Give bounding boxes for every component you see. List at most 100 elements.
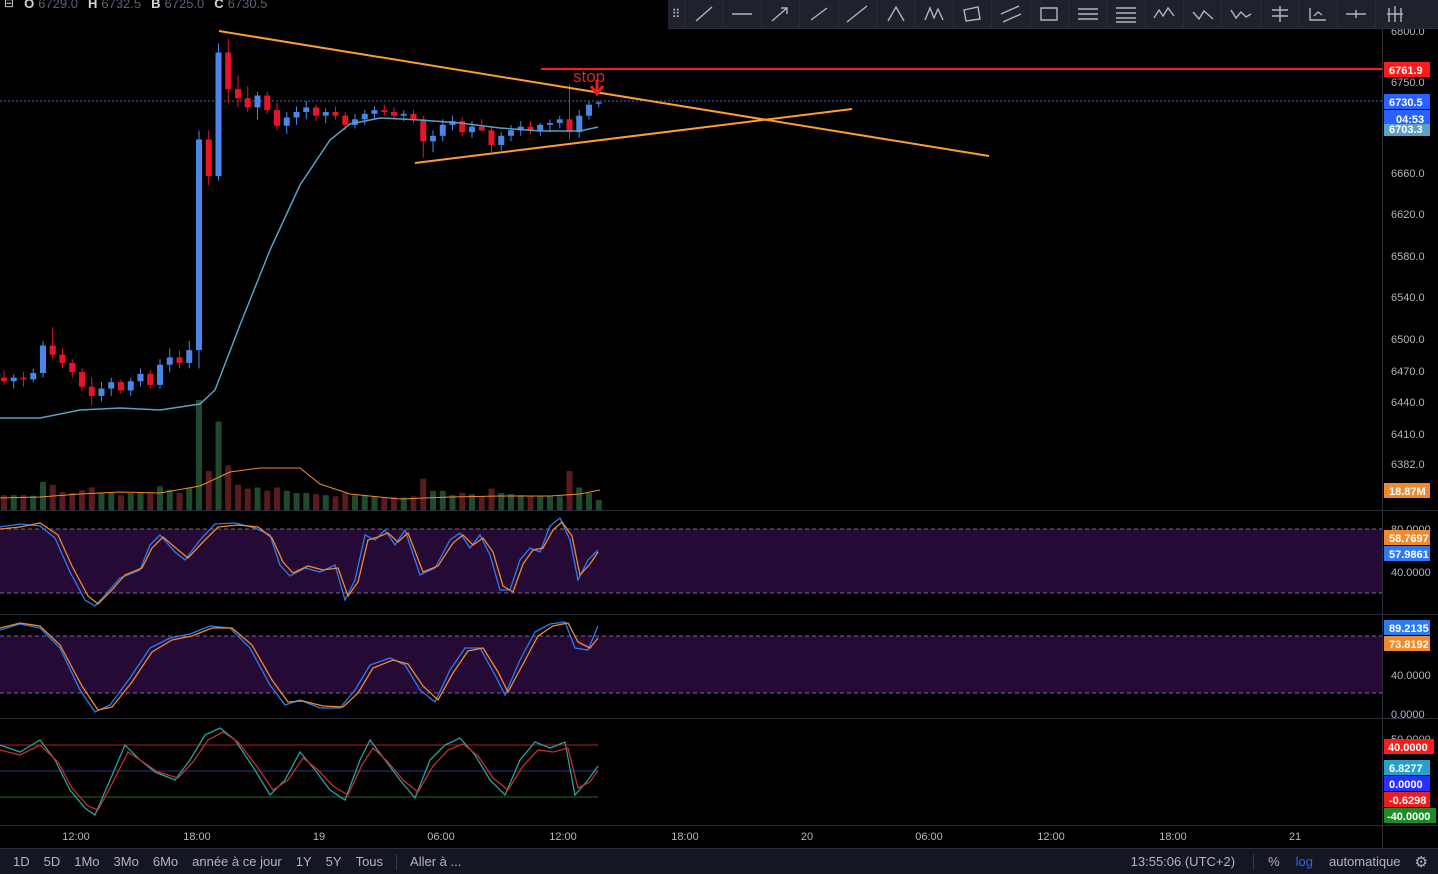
range-6mo[interactable]: 6Mo — [152, 854, 179, 869]
shape-icon[interactable] — [952, 0, 991, 28]
volume-bar — [547, 496, 553, 510]
volume-bar — [381, 497, 388, 510]
range-icon[interactable] — [1336, 0, 1375, 28]
candle — [498, 135, 505, 145]
candle — [49, 345, 56, 355]
price-tick: 6750.0 — [1391, 77, 1425, 89]
close-value: 6730.5 — [227, 0, 268, 11]
elliott-triangle-icon[interactable] — [1221, 0, 1259, 28]
range-1mo[interactable]: 1Mo — [74, 854, 100, 869]
volume-bar — [254, 487, 261, 510]
horizontal-lines-icon[interactable] — [1067, 0, 1106, 28]
candle — [430, 135, 436, 142]
candle — [469, 126, 475, 133]
range-1d[interactable]: 1D — [13, 854, 30, 869]
candle — [215, 52, 222, 177]
volume-bar — [244, 488, 251, 510]
triangle-icon[interactable] — [875, 0, 914, 28]
time-tick: 21 — [1289, 831, 1301, 843]
log-scale-toggle[interactable]: log — [1295, 854, 1313, 869]
stop-annotation[interactable]: stop — [573, 67, 605, 86]
divider — [396, 853, 398, 870]
auto-scale-toggle[interactable]: automatique — [1328, 854, 1401, 869]
volume-bar — [371, 496, 378, 510]
candle — [147, 373, 154, 385]
range-5d[interactable]: 5D — [43, 854, 61, 869]
volume-bar — [459, 493, 466, 510]
time-tick: 20 — [801, 831, 813, 843]
osc1-value-b: 57.9861 — [1389, 549, 1429, 561]
countdown-label: 04:53 — [1396, 114, 1424, 126]
rectangle-icon[interactable] — [1029, 0, 1068, 28]
candle — [420, 119, 427, 142]
volume-bar — [176, 493, 183, 510]
clock[interactable]: 13:55:06 (UTC+2) — [1130, 854, 1236, 869]
osc3-tag-e — [1384, 808, 1436, 823]
candle — [98, 388, 105, 396]
range-5y[interactable]: 5Y — [325, 854, 342, 869]
volume-bar — [498, 493, 505, 510]
parallel-channel-icon[interactable] — [991, 0, 1029, 28]
volume-bar — [586, 493, 592, 510]
volume-bar — [488, 488, 495, 510]
candle — [322, 112, 329, 116]
volume-bar — [118, 495, 124, 510]
candle — [361, 113, 368, 120]
candle — [478, 126, 485, 131]
osc1-tag-b — [1384, 546, 1430, 561]
volume-bar — [420, 478, 427, 510]
volume-bar — [215, 421, 222, 510]
candle — [517, 126, 524, 131]
price-tick: 6470.0 — [1391, 366, 1425, 378]
volume-bar — [283, 490, 290, 510]
range-ytd[interactable]: année à ce jour — [192, 854, 282, 869]
volume-bar — [264, 490, 271, 510]
percent-scale-toggle[interactable]: % — [1268, 854, 1280, 869]
candle — [137, 373, 144, 382]
osc3-line-a — [0, 727, 599, 816]
ascending-trendline[interactable] — [414, 108, 853, 164]
volume-ma-line — [0, 467, 601, 500]
goto-date-button[interactable]: Aller à ... — [410, 854, 462, 869]
candle — [176, 357, 183, 363]
arrow-icon[interactable] — [760, 0, 799, 28]
stop-price-label: 6761.9 — [1389, 65, 1423, 77]
projection-icon[interactable] — [1298, 0, 1336, 28]
osc3-value-e: -40.0000 — [1387, 811, 1430, 823]
candle — [157, 364, 163, 385]
fib-retracement-icon[interactable] — [1106, 0, 1144, 28]
candle — [342, 115, 349, 125]
horizontal-line-icon[interactable] — [722, 0, 760, 28]
range-all[interactable]: Tous — [355, 854, 384, 869]
price-tick: 6660.0 — [1391, 168, 1425, 180]
ray-icon[interactable] — [799, 0, 837, 28]
drag-handle-icon[interactable]: ⠿ — [671, 7, 681, 21]
volume-bar — [537, 496, 544, 510]
candle — [10, 377, 17, 382]
volume-bar — [157, 486, 163, 510]
price-tick: 6500.0 — [1391, 334, 1425, 346]
candle — [186, 350, 193, 363]
volume-bar — [439, 490, 446, 510]
candle — [381, 110, 388, 112]
gear-icon[interactable]: ⚙ — [1414, 853, 1428, 871]
long-position-icon[interactable] — [1375, 0, 1413, 28]
volume-bar — [196, 400, 202, 510]
xabcd-pattern-icon[interactable] — [914, 0, 952, 28]
osc3-value-c: 0.0000 — [1389, 779, 1423, 791]
volume-bar — [69, 493, 76, 510]
osc2-tag-a — [1384, 620, 1430, 635]
osc2-line-a — [0, 621, 599, 713]
extended-line-icon[interactable] — [837, 0, 876, 28]
range-1y[interactable]: 1Y — [295, 854, 312, 869]
elliott-correction-icon[interactable] — [1183, 0, 1221, 28]
volume-bar — [410, 496, 417, 510]
trend-line-icon[interactable] — [684, 0, 722, 28]
elliott-wave-icon[interactable] — [1144, 0, 1183, 28]
expand-legend-icon[interactable]: ⊟ — [4, 0, 15, 10]
descending-trendline[interactable] — [218, 30, 990, 157]
volume-bars — [1, 400, 602, 510]
pitchfork-icon[interactable] — [1259, 0, 1298, 28]
range-3mo[interactable]: 3Mo — [113, 854, 139, 869]
